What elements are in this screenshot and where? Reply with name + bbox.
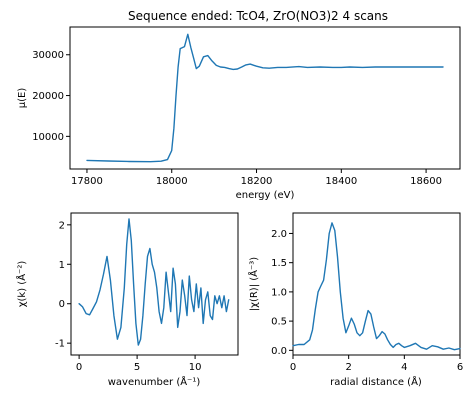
chi-k-panel: 0 5 10 -1 0 1 2 wavenumber (Å⁻¹) χ(k) (Å⁻²) xyxy=(15,212,239,388)
chi-k-x-tick-label: 10 xyxy=(189,362,202,373)
chi-r-x-tick-label: 2 xyxy=(345,362,351,373)
chi-k-x-label: wavenumber (Å⁻¹) xyxy=(108,375,201,388)
energy-x-tick-label: 18400 xyxy=(325,176,357,187)
energy-series xyxy=(86,33,444,163)
chi-r-y-label: |χ(R)| (Å⁻³) xyxy=(247,257,260,311)
energy-y-label: μ(E) xyxy=(17,88,28,109)
chi-r-y-tick-label: 1.5 xyxy=(271,258,287,269)
chi-r-x-label: radial distance (Å) xyxy=(330,375,422,388)
energy-x-ticks: 17800 18000 18200 18400 18600 xyxy=(71,169,442,187)
energy-x-tick-label: 18600 xyxy=(410,176,442,187)
chi-r-y-tick-label: 0.0 xyxy=(271,346,287,357)
energy-plot-frame xyxy=(69,26,461,170)
energy-y-tick-label: 10000 xyxy=(32,132,64,143)
energy-y-tick-label: 30000 xyxy=(32,50,64,61)
chi-k-y-tick-label: -1 xyxy=(55,339,65,350)
chi-r-panel: 0 2 4 6 0.0 0.5 1.0 1.5 2.0 radial distance (Å)… xyxy=(247,212,463,388)
chi-k-y-tick-label: 0 xyxy=(59,299,65,310)
figure-title: Sequence ended: TcO4, ZrO(NO3)2 4 scans xyxy=(128,9,388,23)
chi-r-plot-frame xyxy=(292,212,461,356)
chi-r-y-ticks: 0.0 0.5 1.0 1.5 2.0 xyxy=(271,229,293,357)
chi-r-x-tick-label: 0 xyxy=(290,362,296,373)
chi-k-x-ticks: 0 5 10 xyxy=(76,355,202,373)
chi-r-x-tick-label: 4 xyxy=(401,362,407,373)
chi-r-series xyxy=(292,222,461,351)
energy-x-tick-label: 18200 xyxy=(241,176,273,187)
chi-k-y-label: χ(k) (Å⁻²) xyxy=(15,261,28,308)
energy-series-line xyxy=(86,33,444,163)
energy-x-tick-label: 18000 xyxy=(156,176,188,187)
chi-k-y-ticks: -1 0 1 2 xyxy=(55,220,71,350)
energy-x-label: energy (eV) xyxy=(236,190,295,201)
energy-y-ticks: 10000 20000 30000 xyxy=(32,50,70,143)
chi-r-x-tick-label: 6 xyxy=(457,362,463,373)
energy-y-tick-label: 20000 xyxy=(32,91,64,102)
chi-k-y-tick-label: 1 xyxy=(59,260,65,271)
chi-r-y-tick-label: 2.0 xyxy=(271,229,287,240)
chi-k-x-tick-label: 0 xyxy=(76,362,82,373)
chi-k-y-tick-label: 2 xyxy=(59,220,65,231)
energy-panel: 17800 18000 18200 18400 18600 10000 20000 3000… xyxy=(17,26,461,201)
chi-r-x-ticks: 0 2 4 6 xyxy=(290,355,463,373)
chi-r-y-tick-label: 1.0 xyxy=(271,287,287,298)
energy-x-tick-label: 17800 xyxy=(71,176,103,187)
chi-r-y-tick-label: 0.5 xyxy=(271,317,287,328)
chi-k-series xyxy=(78,218,230,346)
chi-k-plot-frame xyxy=(70,212,239,356)
chi-k-x-tick-label: 5 xyxy=(134,362,140,373)
chi-r-series-line xyxy=(292,222,461,351)
chi-k-series-line xyxy=(78,218,230,346)
